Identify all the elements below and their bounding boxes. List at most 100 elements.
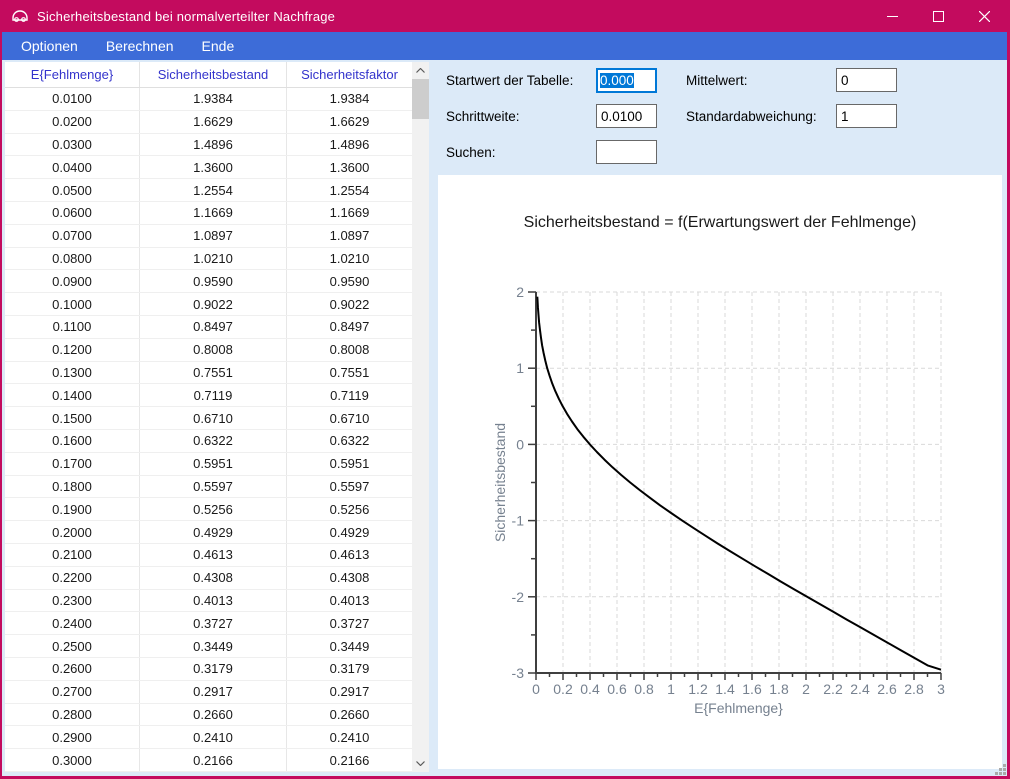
svg-text:0.4: 0.4 [580,681,600,697]
table-cell: 1.0210 [140,248,287,270]
svg-text:1.4: 1.4 [715,681,735,697]
scrollbar-up-button[interactable] [412,62,429,79]
table-row[interactable]: 0.09000.95900.9590 [5,270,412,293]
table-row[interactable]: 0.04001.36001.3600 [5,156,412,179]
col-header-sicherheitsbestand[interactable]: Sicherheitsbestand [140,62,287,87]
table-row[interactable]: 0.26000.31790.3179 [5,658,412,681]
minimize-button[interactable] [869,0,915,32]
table-scrollbar[interactable] [412,62,429,772]
table-cell: 1.0897 [140,225,287,247]
table-cell: 0.9022 [287,293,412,315]
table-cell: 0.6710 [287,407,412,429]
table-row[interactable]: 0.02001.66291.6629 [5,111,412,134]
table-cell: 0.1400 [5,384,140,406]
table-row[interactable]: 0.10000.90220.9022 [5,293,412,316]
svg-text:-1: -1 [512,513,525,529]
table-cell: 1.6629 [140,111,287,133]
scrollbar-thumb[interactable] [412,79,429,119]
menu-item-ende[interactable]: Ende [192,34,245,58]
table-cell: 0.7551 [287,362,412,384]
svg-text:E{Fehlmenge}: E{Fehlmenge} [694,700,783,716]
resize-grip[interactable] [992,761,1006,775]
schrittweite-input[interactable] [596,104,657,128]
svg-text:3: 3 [937,681,945,697]
table-cell: 0.9590 [140,270,287,292]
table-cell: 1.4896 [287,134,412,156]
svg-text:2.2: 2.2 [823,681,843,697]
table-cell: 0.1800 [5,476,140,498]
table-row[interactable]: 0.06001.16691.1669 [5,202,412,225]
table-row[interactable]: 0.21000.46130.4613 [5,544,412,567]
table-cell: 0.4929 [287,521,412,543]
table-row[interactable]: 0.12000.80080.8008 [5,339,412,362]
mittelwert-input[interactable] [836,68,897,92]
table-row[interactable]: 0.17000.59510.5951 [5,453,412,476]
table-cell: 0.1600 [5,430,140,452]
table-row[interactable]: 0.20000.49290.4929 [5,521,412,544]
table-row[interactable]: 0.23000.40130.4013 [5,590,412,613]
svg-text:0.8: 0.8 [634,681,654,697]
maximize-button[interactable] [915,0,961,32]
table-cell: 0.1000 [5,293,140,315]
table-row[interactable]: 0.19000.52560.5256 [5,498,412,521]
table-cell: 1.9384 [140,88,287,110]
col-header-sicherheitsfaktor[interactable]: Sicherheitsfaktor [287,62,412,87]
svg-text:1: 1 [667,681,675,697]
table-row[interactable]: 0.08001.02101.0210 [5,248,412,271]
table-cell: 0.2600 [5,658,140,680]
table-header: E{Fehlmenge} Sicherheitsbestand Sicherhe… [5,62,412,88]
table-row[interactable]: 0.25000.34490.3449 [5,635,412,658]
window-title: Sicherheitsbestand bei normalverteilter … [37,9,335,24]
table-cell: 0.2100 [5,544,140,566]
svg-text:2.4: 2.4 [850,681,870,697]
table-cell: 0.1500 [5,407,140,429]
menu-item-berechnen[interactable]: Berechnen [96,34,184,58]
table-cell: 0.7119 [140,384,287,406]
table-row[interactable]: 0.05001.25541.2554 [5,179,412,202]
scrollbar-down-button[interactable] [412,755,429,772]
table-row[interactable]: 0.27000.29170.2917 [5,681,412,704]
svg-text:0.6: 0.6 [607,681,627,697]
svg-text:2.6: 2.6 [877,681,897,697]
table-row[interactable]: 0.14000.71190.7119 [5,384,412,407]
startwert-input[interactable]: 0.000 [596,68,657,93]
table-row[interactable]: 0.16000.63220.6322 [5,430,412,453]
table-row[interactable]: 0.29000.24100.2410 [5,726,412,749]
table-cell: 0.4613 [287,544,412,566]
table-cell: 0.2917 [287,681,412,703]
table-cell: 0.2400 [5,612,140,634]
table-row[interactable]: 0.11000.84970.8497 [5,316,412,339]
table-row[interactable]: 0.30000.21660.2166 [5,749,412,772]
table-cell: 1.0210 [287,248,412,270]
menu-item-optionen[interactable]: Optionen [11,34,88,58]
svg-text:2: 2 [802,681,810,697]
stdabw-input[interactable] [836,104,897,128]
col-header-fehlmenge[interactable]: E{Fehlmenge} [5,62,140,87]
close-icon [979,11,990,22]
table-row[interactable]: 0.01001.93841.9384 [5,88,412,111]
table-cell: 0.0600 [5,202,140,224]
chart-panel: 00.20.40.60.811.21.41.61.822.22.42.62.83… [438,175,1002,769]
svg-text:Sicherheitsbestand: Sicherheitsbestand [492,423,508,542]
table-row[interactable]: 0.28000.26600.2660 [5,704,412,727]
table-cell: 0.2900 [5,726,140,748]
mittelwert-label: Mittelwert: [686,73,748,88]
table-cell: 0.1300 [5,362,140,384]
table-row[interactable]: 0.24000.37270.3727 [5,612,412,635]
table-row[interactable]: 0.15000.67100.6710 [5,407,412,430]
client-area: E{Fehlmenge} Sicherheitsbestand Sicherhe… [2,60,1007,776]
table-cell: 0.7551 [140,362,287,384]
table-cell: 0.0100 [5,88,140,110]
table-cell: 0.0400 [5,156,140,178]
minimize-icon [887,11,898,22]
table-row[interactable]: 0.13000.75510.7551 [5,362,412,385]
svg-text:Sicherheitsbestand = f(Erwartu: Sicherheitsbestand = f(Erwartungswert de… [524,214,917,231]
table-row[interactable]: 0.18000.55970.5597 [5,476,412,499]
table-row[interactable]: 0.07001.08971.0897 [5,225,412,248]
table-row[interactable]: 0.22000.43080.4308 [5,567,412,590]
close-button[interactable] [961,0,1007,32]
svg-text:2.8: 2.8 [904,681,924,697]
table-row[interactable]: 0.03001.48961.4896 [5,134,412,157]
table-cell: 0.8497 [140,316,287,338]
suchen-input[interactable] [596,140,657,164]
